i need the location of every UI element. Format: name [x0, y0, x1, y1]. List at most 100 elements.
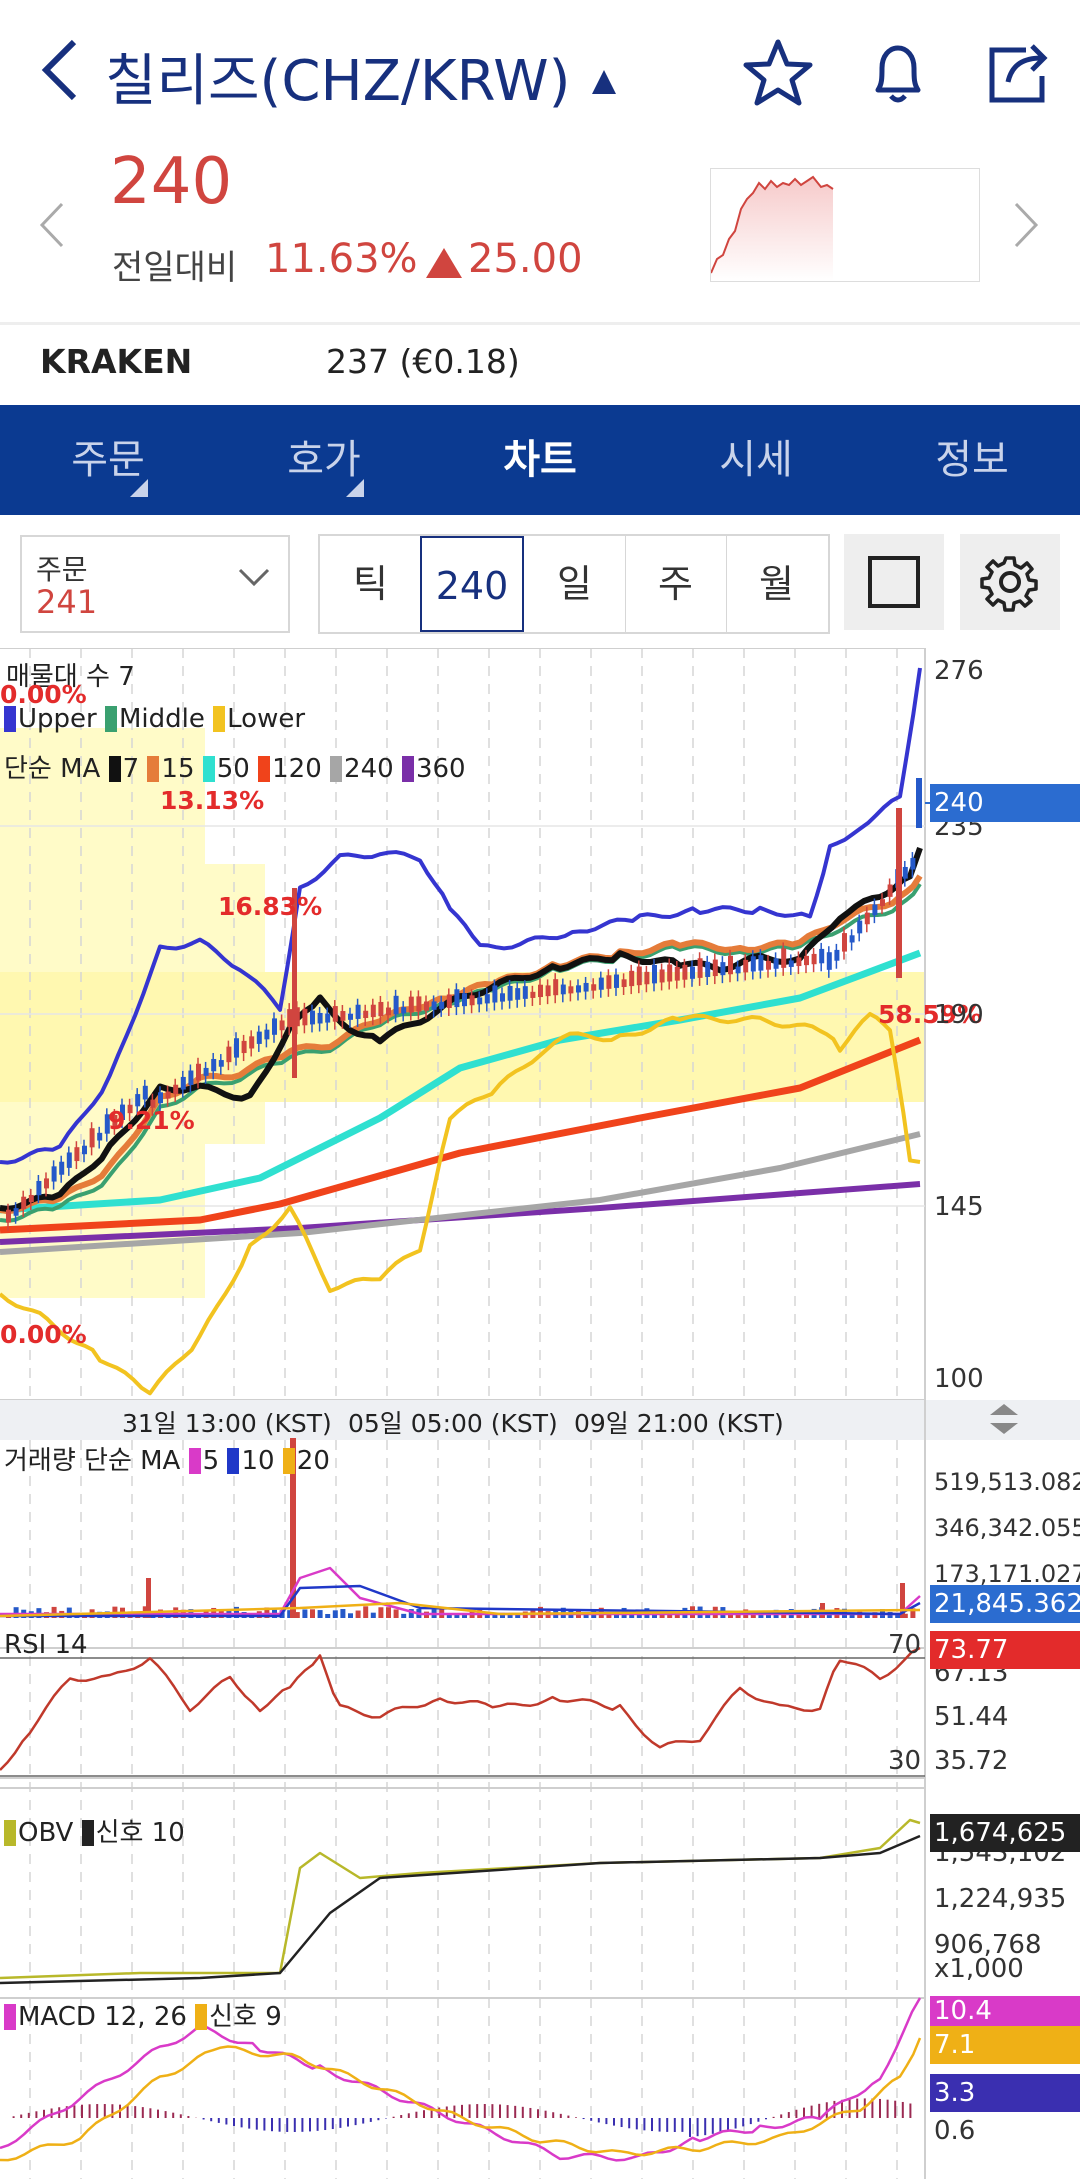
- order-select-label: 주문: [36, 553, 88, 586]
- rsi-level-low: 30: [888, 1746, 922, 1776]
- next-coin-arrow-icon[interactable]: [1012, 200, 1040, 250]
- volume-bar: [667, 1613, 673, 1618]
- volume-bar: [902, 1613, 908, 1618]
- y-tick: 906,768: [934, 1930, 1042, 1960]
- back-arrow-icon[interactable]: [30, 30, 90, 110]
- bb-lower-line: [0, 1011, 921, 1396]
- title-dropdown-icon[interactable]: [592, 70, 616, 94]
- y-tick: 35.72: [934, 1746, 1009, 1776]
- candle-body: [667, 964, 673, 982]
- volume-bar: [146, 1578, 151, 1618]
- candle-body: [332, 1006, 338, 1022]
- candle-body: [454, 989, 460, 1008]
- ma120-swatch: [258, 756, 271, 782]
- exchange-name: KRAKEN: [40, 342, 193, 381]
- candle-body: [743, 959, 749, 973]
- candle-body: [264, 1029, 270, 1040]
- volume-bar: [408, 1609, 414, 1618]
- period-240min[interactable]: 240분: [420, 536, 524, 704]
- volume-bar: [378, 1607, 384, 1618]
- obv-legend: OBV 신호 10: [4, 1812, 185, 1849]
- y-tick: 276: [934, 656, 984, 686]
- candle-body: [180, 1076, 186, 1090]
- tab-market[interactable]: 시세: [648, 405, 864, 515]
- candle-body: [325, 1013, 331, 1023]
- volume-bar: [507, 1613, 513, 1618]
- profile-pct-label: 9.21%: [108, 1106, 195, 1135]
- ma360-swatch: [401, 756, 414, 782]
- candle-body: [302, 1008, 308, 1026]
- volume-bar: [51, 1606, 57, 1618]
- ma240-line: [0, 1131, 921, 1255]
- volume-legend: 거래량 단순 MA 5 10 20: [4, 1440, 330, 1477]
- candle-body: [310, 1010, 315, 1025]
- candle-body: [507, 985, 513, 1001]
- candle-body: [766, 960, 771, 970]
- obv-line: [0, 1818, 921, 1980]
- page-title[interactable]: 칠리즈(CHZ/KRW): [105, 49, 571, 114]
- order-price-select[interactable]: [20, 535, 290, 633]
- period-month[interactable]: 월: [759, 562, 794, 606]
- resize-pane-icon[interactable]: [986, 1402, 1022, 1436]
- volume-bar: [735, 1612, 741, 1618]
- y-tick: 100: [934, 1364, 984, 1394]
- candle-body: [606, 975, 612, 989]
- volume-bar: [614, 1613, 619, 1618]
- profile-pct-label: 58.59%: [878, 1000, 983, 1029]
- candle-body: [279, 1020, 285, 1031]
- bell-icon[interactable]: [858, 34, 938, 114]
- legend-upper: Upper: [18, 704, 97, 734]
- volume-bar: [363, 1606, 369, 1618]
- period-week[interactable]: 주: [625, 536, 727, 632]
- candle-body: [142, 1085, 148, 1100]
- tab-label: 주문: [71, 437, 145, 483]
- price-sparkline[interactable]: [710, 168, 980, 282]
- chart-area[interactable]: 매물대 수 7 Upper Middle Lower 단순 MA 7 15 50…: [0, 648, 1080, 2179]
- chevron-down-icon[interactable]: [236, 566, 272, 590]
- candle-body: [317, 1012, 323, 1024]
- candle-body: [621, 979, 627, 988]
- candle-body: [135, 1094, 141, 1107]
- candle-body: [104, 1114, 110, 1134]
- volume-bar: [325, 1613, 331, 1618]
- exchange-price: 237 (€0.18): [326, 342, 520, 381]
- candle-body: [811, 953, 817, 965]
- y-tick: 190: [934, 1000, 984, 1030]
- volume-bar: [583, 1613, 589, 1618]
- candle-body: [340, 1011, 346, 1021]
- candle-body: [819, 948, 825, 964]
- candle-body: [355, 1004, 361, 1019]
- candle-body: [842, 933, 847, 952]
- fullscreen-button[interactable]: [844, 534, 944, 630]
- macd-hist-tag: 3.3: [930, 2074, 1080, 2112]
- obv-signal-line: [0, 1834, 921, 1985]
- star-icon[interactable]: [738, 34, 818, 114]
- candle-body: [750, 956, 756, 972]
- settings-button[interactable]: [960, 534, 1060, 630]
- period-tick[interactable]: 틱: [320, 536, 422, 632]
- chart-canvas[interactable]: [0, 648, 1080, 2179]
- candle-body: [127, 1104, 133, 1114]
- prev-coin-arrow-icon[interactable]: [38, 200, 66, 250]
- app-header: 칠리즈(CHZ/KRW): [0, 0, 1080, 150]
- y-tick: 51.44: [934, 1702, 1009, 1732]
- obv-swatch: [4, 1820, 16, 1846]
- tab-chart[interactable]: 차트: [432, 405, 648, 515]
- tab-order[interactable]: 주문: [0, 405, 216, 515]
- candle-body: [880, 899, 885, 906]
- legend-middle: Middle: [119, 704, 205, 734]
- candle-body: [28, 1194, 34, 1203]
- lower-swatch: [213, 706, 226, 732]
- tab-orderbook[interactable]: 호가: [216, 405, 432, 515]
- tab-label: 정보: [935, 437, 1009, 483]
- candle-body: [591, 984, 597, 991]
- candle-body: [74, 1147, 80, 1162]
- candle-body: [887, 884, 893, 897]
- tab-info[interactable]: 정보: [864, 405, 1080, 515]
- share-icon[interactable]: [978, 34, 1058, 114]
- candle-body: [292, 888, 297, 1078]
- volume-bar: [826, 1612, 832, 1618]
- period-day[interactable]: 일: [524, 536, 626, 632]
- vol-ma5-swatch: [188, 1448, 201, 1474]
- volume-bar: [910, 1608, 916, 1618]
